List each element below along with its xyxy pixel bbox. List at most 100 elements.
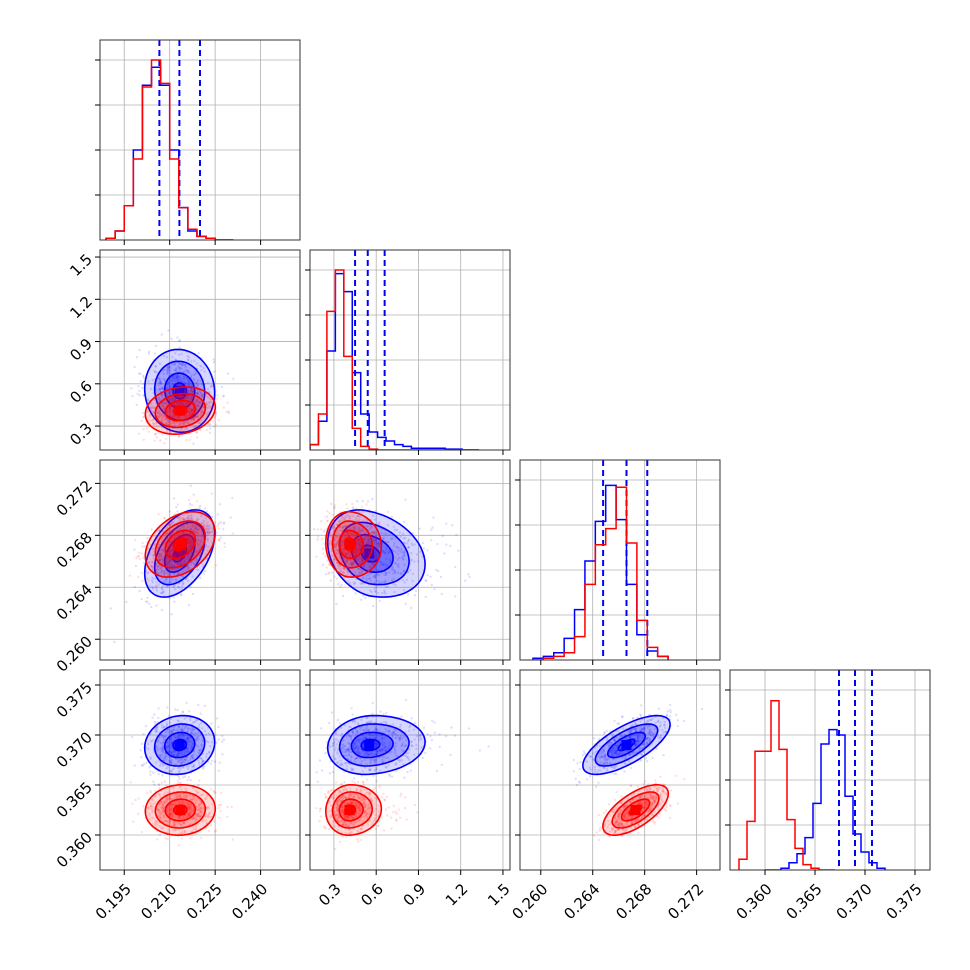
sample-point-blue bbox=[158, 413, 161, 416]
sample-point-red bbox=[346, 507, 349, 510]
sample-point-blue bbox=[193, 531, 197, 534]
sample-point-red bbox=[179, 552, 183, 555]
sample-point-blue bbox=[400, 550, 403, 554]
sample-point-blue bbox=[177, 379, 180, 382]
sample-point-blue bbox=[168, 369, 171, 372]
sample-point-red bbox=[187, 414, 191, 417]
sample-point-blue bbox=[188, 545, 192, 548]
sample-point-blue bbox=[177, 585, 180, 588]
sample-point-blue bbox=[179, 594, 183, 597]
sample-point-red bbox=[191, 389, 194, 392]
sample-point-blue bbox=[174, 369, 178, 372]
sample-point-red bbox=[172, 415, 175, 419]
sample-point-red bbox=[185, 421, 188, 424]
sample-point-blue bbox=[165, 562, 168, 565]
sample-point-red bbox=[344, 580, 347, 583]
sample-point-red bbox=[339, 585, 342, 589]
sample-point-blue bbox=[189, 407, 192, 410]
sample-point-red bbox=[177, 844, 180, 847]
sample-point-red bbox=[177, 415, 180, 419]
sample-point-blue bbox=[440, 592, 443, 596]
sample-point-red bbox=[169, 392, 173, 396]
sample-point-red bbox=[164, 393, 168, 396]
sample-point-blue bbox=[396, 564, 399, 567]
sample-point-blue bbox=[176, 708, 179, 712]
sample-point-blue bbox=[350, 563, 353, 566]
sample-point-red bbox=[188, 410, 191, 414]
sample-point-blue bbox=[391, 537, 394, 540]
sample-point-blue bbox=[348, 522, 351, 525]
sample-point-blue bbox=[155, 371, 158, 374]
sample-point-blue bbox=[383, 589, 386, 592]
sample-point-red bbox=[172, 527, 175, 531]
sample-point-red bbox=[164, 560, 167, 563]
sample-point-red bbox=[183, 526, 186, 529]
sample-point-blue bbox=[381, 591, 384, 595]
sample-point-blue bbox=[181, 362, 184, 365]
sample-point-red bbox=[165, 426, 168, 430]
sample-point-blue bbox=[194, 372, 197, 376]
sample-point-red bbox=[148, 584, 152, 587]
sample-point-blue bbox=[384, 552, 387, 555]
sample-point-blue bbox=[362, 565, 365, 568]
sample-point-red bbox=[154, 397, 157, 400]
sample-point-blue bbox=[435, 568, 438, 572]
sample-point-red bbox=[196, 411, 200, 415]
sample-point-blue bbox=[430, 539, 433, 542]
sample-point-blue bbox=[151, 554, 155, 557]
sample-point-blue bbox=[398, 531, 402, 534]
sample-point-red bbox=[197, 542, 201, 545]
sample-point-red bbox=[169, 558, 172, 561]
sample-point-blue bbox=[185, 523, 189, 526]
sample-point-blue bbox=[187, 776, 191, 779]
sample-point-blue bbox=[441, 534, 444, 538]
sample-point-red bbox=[196, 558, 199, 561]
sample-point-red bbox=[193, 527, 197, 530]
sample-point-blue bbox=[361, 575, 365, 579]
sample-point-blue bbox=[406, 542, 409, 545]
sample-point-red bbox=[206, 549, 209, 552]
sample-point-red bbox=[152, 547, 156, 551]
sample-point-red bbox=[198, 390, 202, 393]
sample-point-red bbox=[189, 411, 193, 414]
sample-point-red bbox=[187, 535, 191, 538]
sample-point-red bbox=[171, 414, 174, 417]
sample-point-blue bbox=[196, 404, 200, 407]
sample-point-red bbox=[165, 536, 168, 539]
sample-point-red bbox=[163, 534, 166, 538]
sample-point-red bbox=[184, 389, 188, 392]
sample-point-blue bbox=[402, 537, 405, 540]
sample-point-blue bbox=[200, 534, 204, 538]
sample-point-red bbox=[207, 532, 210, 535]
sample-point-red bbox=[146, 410, 149, 414]
sample-point-red bbox=[194, 415, 197, 418]
sample-point-blue bbox=[192, 418, 195, 421]
sample-point-blue bbox=[174, 358, 178, 361]
sample-point-blue bbox=[359, 541, 362, 544]
sample-point-red bbox=[172, 404, 176, 407]
sample-point-blue bbox=[175, 454, 177, 456]
sample-point-blue bbox=[407, 538, 411, 541]
sample-point-blue bbox=[352, 527, 355, 530]
sample-point-red bbox=[157, 556, 160, 559]
sample-point-red bbox=[360, 508, 363, 512]
sample-point-red bbox=[201, 395, 204, 398]
sample-point-red bbox=[186, 429, 190, 432]
sample-point-red bbox=[191, 539, 195, 542]
sample-point-blue bbox=[219, 536, 223, 539]
sample-point-blue bbox=[366, 500, 370, 503]
sample-point-red bbox=[178, 524, 181, 528]
sample-point-blue bbox=[196, 392, 200, 395]
sample-point-blue bbox=[342, 541, 345, 544]
plot-area bbox=[310, 250, 510, 450]
sample-point-blue bbox=[350, 563, 353, 566]
sample-point-red bbox=[188, 412, 191, 416]
sample-point-red bbox=[183, 524, 186, 528]
sample-point-blue bbox=[188, 555, 191, 558]
sample-point-red bbox=[191, 525, 195, 528]
sample-point-red bbox=[333, 504, 336, 507]
sample-point-red bbox=[186, 422, 189, 425]
sample-point-blue bbox=[187, 407, 191, 410]
sample-point-blue bbox=[396, 558, 399, 562]
sample-point-red bbox=[162, 551, 166, 554]
